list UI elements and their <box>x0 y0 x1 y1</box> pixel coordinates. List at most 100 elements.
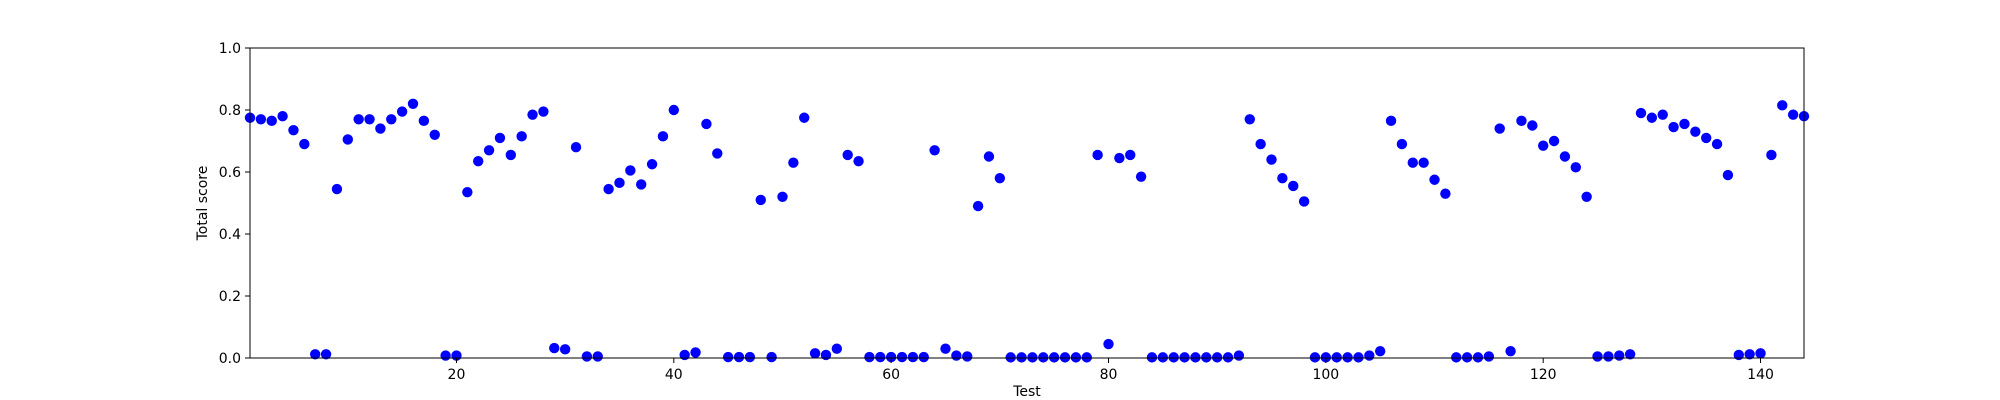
data-point <box>277 111 288 122</box>
data-point <box>310 349 321 360</box>
data-point <box>505 149 517 161</box>
data-point <box>690 347 701 358</box>
data-point <box>1646 112 1658 123</box>
data-point <box>1657 109 1668 120</box>
data-point <box>722 351 734 363</box>
data-point <box>994 173 1006 184</box>
data-point <box>1396 138 1408 150</box>
data-point <box>516 131 527 142</box>
data-point <box>1777 100 1788 111</box>
data-points <box>244 98 1810 363</box>
data-point <box>907 351 919 363</box>
data-point <box>440 350 451 361</box>
data-point <box>396 106 408 117</box>
data-point <box>1472 352 1484 363</box>
data-point <box>1331 352 1342 363</box>
data-point <box>1353 352 1364 363</box>
data-point <box>1190 352 1201 363</box>
data-point <box>1570 162 1581 173</box>
data-point <box>1516 115 1527 127</box>
data-point <box>918 351 929 363</box>
data-point <box>1179 352 1190 363</box>
data-point <box>603 183 614 195</box>
data-point <box>1211 352 1223 363</box>
data-point <box>1103 338 1114 350</box>
data-point <box>1505 345 1516 357</box>
data-point <box>1266 154 1277 165</box>
x-tick-label: 140 <box>1747 367 1774 383</box>
x-axis-ticks: 20 40 60 80 100 120 140 <box>448 358 1774 383</box>
data-point <box>842 149 853 161</box>
y-axis-ticks: 0.0 0.2 0.4 0.6 0.8 1.0 <box>219 41 250 367</box>
y-tick-label: 0.6 <box>219 165 241 181</box>
data-point <box>875 351 886 363</box>
data-point <box>799 112 810 123</box>
data-point <box>701 118 712 130</box>
x-tick-label: 120 <box>1530 367 1557 383</box>
data-point <box>331 183 343 195</box>
data-point <box>559 344 571 355</box>
data-point <box>1222 352 1234 363</box>
data-point <box>1668 121 1679 133</box>
data-point <box>353 114 364 125</box>
y-axis-label: Total score <box>195 166 211 242</box>
y-tick-label: 0.4 <box>219 227 241 243</box>
data-point <box>636 179 647 190</box>
data-point <box>1114 152 1125 164</box>
data-point <box>1787 109 1799 120</box>
data-point <box>625 165 636 176</box>
data-point <box>538 106 549 117</box>
data-point <box>1342 352 1353 363</box>
data-point <box>1722 169 1734 181</box>
data-point <box>549 342 560 354</box>
data-point <box>1483 351 1495 362</box>
data-point <box>462 186 473 198</box>
x-tick-label: 80 <box>1100 367 1118 383</box>
data-point <box>668 104 680 116</box>
data-point <box>1005 352 1016 363</box>
data-point <box>1374 345 1386 357</box>
data-point <box>777 191 788 202</box>
data-point <box>494 132 506 144</box>
data-point <box>755 194 766 206</box>
data-point <box>1255 138 1266 150</box>
data-point <box>592 351 603 362</box>
data-point <box>255 114 267 125</box>
data-point <box>1635 107 1647 119</box>
data-point <box>1385 115 1397 127</box>
data-point <box>1451 352 1462 363</box>
y-tick-label: 0.2 <box>219 289 241 305</box>
data-point <box>972 200 984 212</box>
data-point <box>1766 149 1777 161</box>
data-point <box>1624 349 1636 360</box>
data-point <box>614 177 625 189</box>
data-point <box>1614 350 1625 361</box>
y-tick-label: 0.8 <box>219 103 241 119</box>
data-point <box>266 115 277 127</box>
data-point <box>646 159 658 170</box>
data-point <box>864 351 875 363</box>
data-point <box>679 349 690 361</box>
data-point <box>1298 196 1310 207</box>
data-point <box>483 145 495 156</box>
data-point <box>1418 157 1429 168</box>
data-point <box>1146 352 1158 363</box>
data-point <box>375 123 386 134</box>
data-point <box>788 157 799 168</box>
data-point <box>1233 350 1245 361</box>
data-point <box>1592 351 1603 362</box>
data-point <box>473 155 484 167</box>
data-point <box>1027 352 1038 363</box>
data-point <box>1679 118 1690 130</box>
data-point <box>940 343 951 354</box>
data-point <box>418 115 430 127</box>
data-point <box>429 129 440 140</box>
x-tick-label: 60 <box>882 367 900 383</box>
data-point <box>951 350 962 361</box>
data-point <box>1135 171 1147 182</box>
data-point <box>1201 352 1212 363</box>
data-point <box>1038 352 1049 363</box>
plot-frame <box>249 47 1805 359</box>
data-point <box>712 148 723 159</box>
